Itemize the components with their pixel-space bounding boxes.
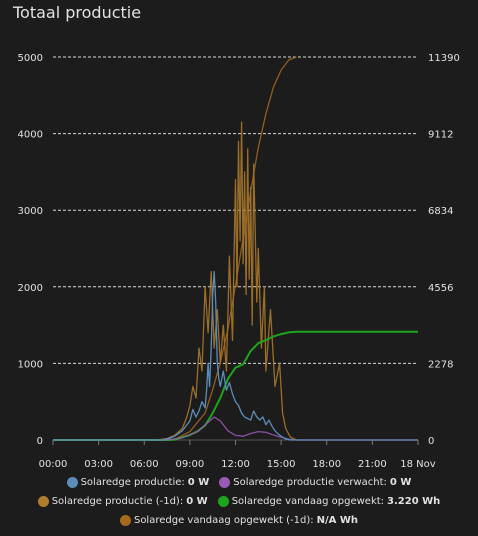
legend-label: Solaredge productie (-1d): [51,496,184,507]
y-right-tick-label: 0 [428,436,434,447]
production-chart[interactable]: 0 1000 2000 3000 4000 5000 0 2278 4556 6834 9112 1… [0,0,478,473]
x-tick-label: 12:00 [221,459,250,470]
chart-legend: Solaredge productie: 0 W Solaredge product… [0,473,478,530]
series-line-solaredge-productie [53,270,418,441]
y-left-tick-label: 5000 [18,53,43,64]
legend-item[interactable]: Solaredge productie verwacht: 0 W [219,477,411,488]
left-axis-ticks: 0 1000 2000 3000 4000 5000 [18,53,43,447]
legend-label: Solaredge vandaag opgewekt (-1d): [133,515,314,526]
y-left-tick-label: 3000 [18,206,43,217]
series-lines [53,56,418,441]
legend-row: Solaredge vandaag opgewekt (-1d): N/A Wh [0,511,478,530]
x-tick-label: 15:00 [267,459,296,470]
legend-item[interactable]: Solaredge productie: 0 W [66,477,210,488]
legend-item[interactable]: Solaredge vandaag opgewekt: 3.220 Wh [217,496,441,507]
y-left-tick-label: 2000 [18,283,43,294]
legend-swatch-icon [119,515,131,526]
legend-item[interactable]: Solaredge vandaag opgewekt (-1d): N/A Wh [119,515,359,526]
series-line-solaredge-vandaag-opgewekt-1d [53,56,297,441]
legend-value: 0 W [187,477,210,488]
y-right-tick-label: 6834 [428,206,453,217]
right-axis-ticks: 0 2278 4556 6834 9112 11390 [428,53,460,447]
legend-item[interactable]: Solaredge productie (-1d): 0 W [37,496,208,507]
legend-value: 0 W [389,477,412,488]
y-left-tick-label: 0 [37,436,43,447]
series-line-solaredge-productie-1d [53,121,418,441]
y-right-tick-label: 4556 [428,283,453,294]
legend-row: Solaredge productie: 0 W Solaredge product… [0,473,478,492]
legend-value: 0 W [186,496,208,507]
series-line-solaredge-productie-verwacht [53,416,418,441]
legend-label: Solaredge productie: [80,477,185,488]
y-left-tick-label: 1000 [18,359,43,370]
x-tick-label: 00:00 [39,459,68,470]
series-line-solaredge-vandaag-opgewekt [53,330,418,441]
x-tick-label: 06:00 [130,459,159,470]
legend-swatch-icon [217,496,229,507]
legend-swatch-icon [37,496,49,507]
legend-label: Solaredge productie verwacht: [233,477,387,488]
x-axis-ticks: 00:00 03:00 06:00 09:00 12:00 15:00 18:00 21:00… [39,440,436,470]
x-tick-label: 18:00 [312,459,341,470]
x-tick-label: 09:00 [175,459,204,470]
y-right-tick-label: 11390 [428,53,460,64]
legend-value: 3.220 Wh [387,496,441,507]
y-left-tick-label: 4000 [18,130,43,141]
y-right-tick-label: 9112 [428,130,453,141]
legend-value: N/A Wh [316,515,359,526]
legend-swatch-icon [219,477,231,488]
legend-row: Solaredge productie (-1d): 0 W Solaredge v… [0,492,478,511]
grid [53,56,418,441]
x-tick-label: 03:00 [84,459,113,470]
card-title: Totaal productie [13,3,142,22]
y-right-tick-label: 2278 [428,359,453,370]
legend-label: Solaredge vandaag opgewekt: [231,496,385,507]
legend-swatch-icon [66,477,78,488]
x-tick-label: 21:00 [358,459,387,470]
x-tick-label: 18 Nov [400,459,436,470]
